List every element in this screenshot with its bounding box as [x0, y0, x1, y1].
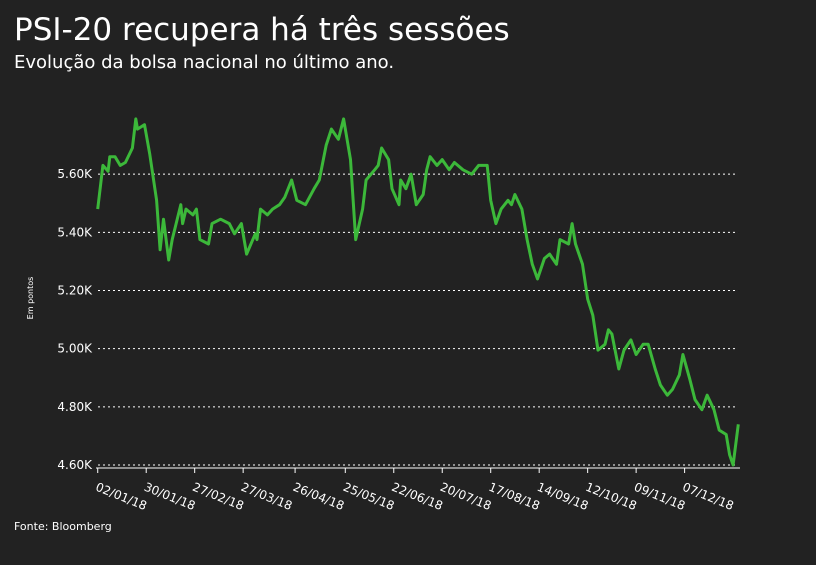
chart-title: PSI-20 recupera há três sessões	[14, 12, 510, 48]
chart-subtitle: Evolução da bolsa nacional no último ano…	[14, 52, 394, 73]
series-line	[96, 117, 740, 467]
y-tick-label: 5.00K	[57, 342, 93, 356]
y-axis-label: Em pontos	[26, 277, 35, 320]
source: Fonte: Bloomberg	[14, 520, 112, 533]
y-tick-label: 5.20K	[57, 284, 93, 298]
y-tick-label: 5.60K	[57, 167, 93, 181]
y-tick-label: 4.80K	[57, 400, 93, 414]
y-tick-label: 5.40K	[57, 225, 93, 239]
y-tick-label: 4.60K	[57, 458, 93, 472]
